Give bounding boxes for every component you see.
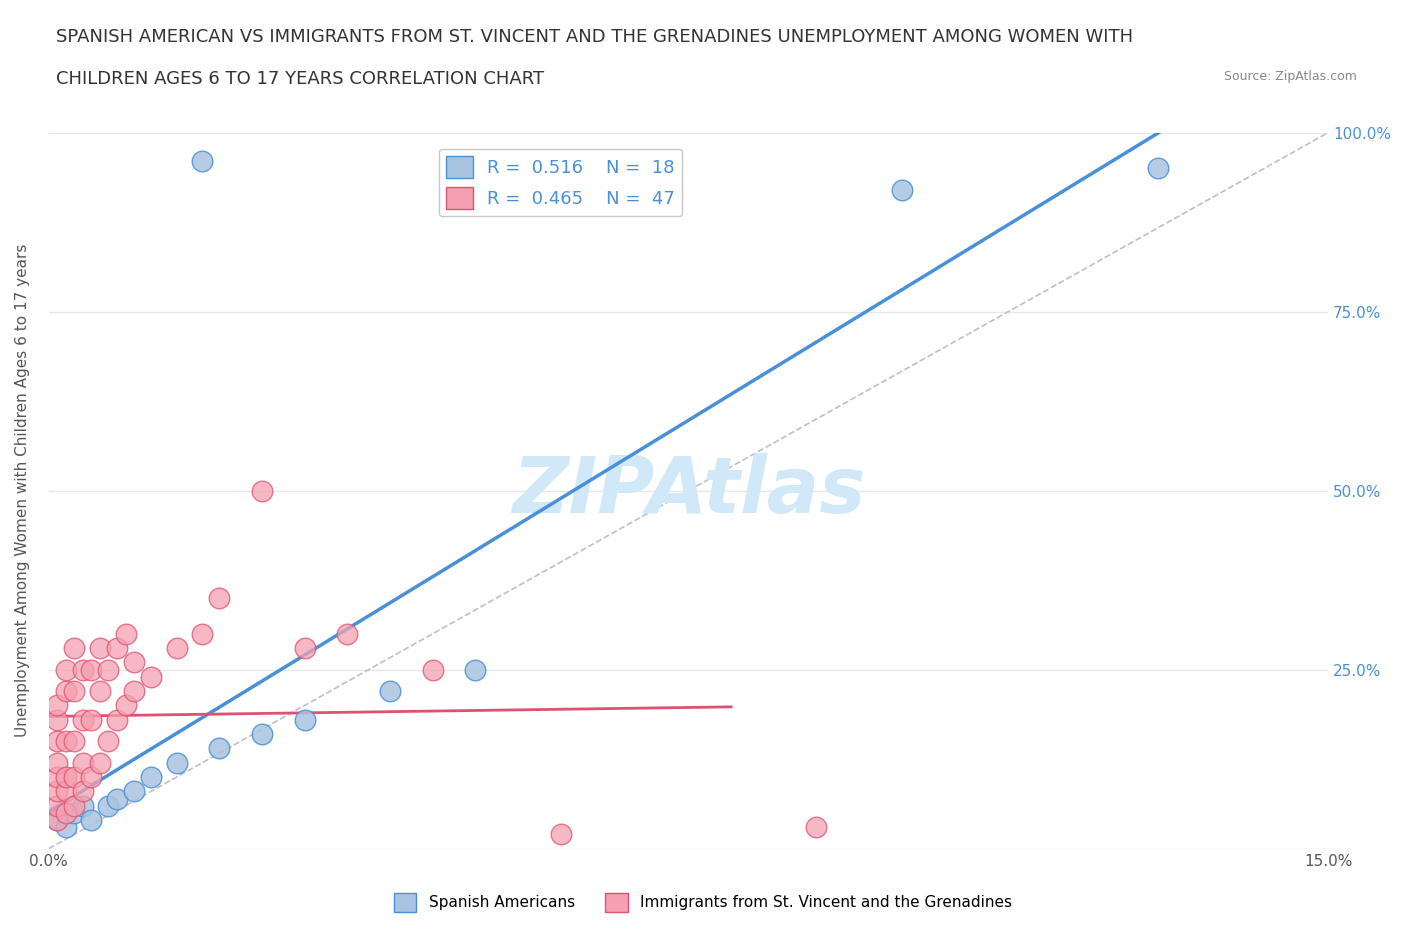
Point — [105, 712, 128, 727]
Point — [80, 770, 103, 785]
Point — [46, 798, 69, 813]
Point — [72, 784, 94, 799]
Point — [89, 684, 111, 698]
Point — [46, 770, 69, 785]
Point — [122, 684, 145, 698]
Point — [166, 641, 188, 656]
Point — [122, 784, 145, 799]
Text: CHILDREN AGES 6 TO 17 YEARS CORRELATION CHART: CHILDREN AGES 6 TO 17 YEARS CORRELATION … — [56, 70, 544, 87]
Point — [105, 641, 128, 656]
Point — [63, 798, 86, 813]
Point — [55, 734, 77, 749]
Point — [63, 805, 86, 820]
Point — [72, 712, 94, 727]
Point — [55, 805, 77, 820]
Point — [46, 755, 69, 770]
Point — [55, 684, 77, 698]
Point — [89, 641, 111, 656]
Point — [191, 153, 214, 168]
Point — [378, 684, 401, 698]
Point — [46, 813, 69, 828]
Y-axis label: Unemployment Among Women with Children Ages 6 to 17 years: Unemployment Among Women with Children A… — [15, 244, 30, 737]
Text: Source: ZipAtlas.com: Source: ZipAtlas.com — [1223, 70, 1357, 83]
Point — [166, 755, 188, 770]
Point — [336, 627, 359, 642]
Point — [55, 662, 77, 677]
Point — [250, 726, 273, 741]
Point — [191, 627, 214, 642]
Text: ZIPAtlas: ZIPAtlas — [512, 453, 865, 528]
Point — [139, 770, 162, 785]
Point — [46, 698, 69, 713]
Point — [97, 662, 120, 677]
Point — [806, 819, 828, 834]
Point — [80, 813, 103, 828]
Point — [1146, 161, 1168, 176]
Legend: Spanish Americans, Immigrants from St. Vincent and the Grenadines: Spanish Americans, Immigrants from St. V… — [388, 887, 1018, 918]
Point — [46, 712, 69, 727]
Point — [46, 784, 69, 799]
Point — [63, 770, 86, 785]
Point — [72, 662, 94, 677]
Point — [114, 698, 136, 713]
Point — [63, 684, 86, 698]
Point — [80, 712, 103, 727]
Point — [55, 784, 77, 799]
Point — [89, 755, 111, 770]
Point — [122, 655, 145, 670]
Legend: R =  0.516    N =  18, R =  0.465    N =  47: R = 0.516 N = 18, R = 0.465 N = 47 — [439, 149, 682, 217]
Point — [139, 670, 162, 684]
Point — [208, 591, 231, 605]
Point — [464, 662, 486, 677]
Point — [46, 813, 69, 828]
Text: SPANISH AMERICAN VS IMMIGRANTS FROM ST. VINCENT AND THE GRENADINES UNEMPLOYMENT : SPANISH AMERICAN VS IMMIGRANTS FROM ST. … — [56, 28, 1133, 46]
Point — [97, 734, 120, 749]
Point — [294, 641, 316, 656]
Point — [55, 770, 77, 785]
Point — [208, 741, 231, 756]
Point — [294, 712, 316, 727]
Point — [80, 662, 103, 677]
Point — [55, 819, 77, 834]
Point — [63, 734, 86, 749]
Point — [72, 755, 94, 770]
Point — [97, 798, 120, 813]
Point — [890, 182, 912, 197]
Point — [422, 662, 444, 677]
Point — [46, 734, 69, 749]
Point — [114, 627, 136, 642]
Point — [105, 791, 128, 806]
Point — [250, 484, 273, 498]
Point — [550, 827, 572, 842]
Point — [63, 641, 86, 656]
Point — [72, 798, 94, 813]
